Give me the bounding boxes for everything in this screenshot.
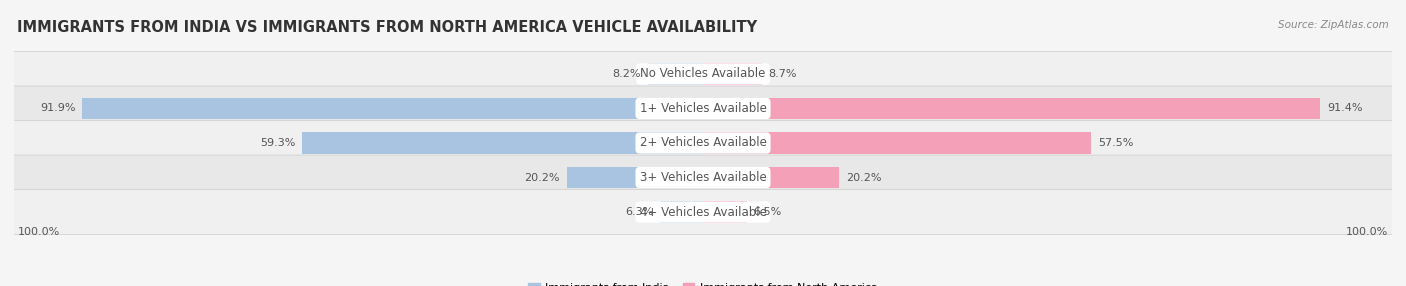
Bar bbox=[703, 132, 1091, 154]
FancyBboxPatch shape bbox=[13, 190, 1393, 235]
Text: 6.3%: 6.3% bbox=[626, 207, 654, 217]
Bar bbox=[567, 167, 703, 188]
FancyBboxPatch shape bbox=[13, 155, 1393, 200]
Text: 100.0%: 100.0% bbox=[17, 227, 59, 237]
Text: 6.5%: 6.5% bbox=[754, 207, 782, 217]
Text: 3+ Vehicles Available: 3+ Vehicles Available bbox=[640, 171, 766, 184]
Text: 8.7%: 8.7% bbox=[769, 69, 797, 79]
FancyBboxPatch shape bbox=[13, 121, 1393, 165]
Text: 100.0%: 100.0% bbox=[1347, 227, 1389, 237]
Bar bbox=[703, 201, 747, 223]
Text: 91.9%: 91.9% bbox=[39, 104, 76, 114]
Bar bbox=[703, 63, 762, 85]
Text: 20.2%: 20.2% bbox=[524, 172, 560, 182]
Text: 20.2%: 20.2% bbox=[846, 172, 882, 182]
Bar bbox=[83, 98, 703, 119]
Bar bbox=[661, 201, 703, 223]
FancyBboxPatch shape bbox=[13, 51, 1393, 96]
Text: IMMIGRANTS FROM INDIA VS IMMIGRANTS FROM NORTH AMERICA VEHICLE AVAILABILITY: IMMIGRANTS FROM INDIA VS IMMIGRANTS FROM… bbox=[17, 20, 756, 35]
Legend: Immigrants from India, Immigrants from North America: Immigrants from India, Immigrants from N… bbox=[529, 283, 877, 286]
Text: 1+ Vehicles Available: 1+ Vehicles Available bbox=[640, 102, 766, 115]
Text: 2+ Vehicles Available: 2+ Vehicles Available bbox=[640, 136, 766, 150]
Text: 4+ Vehicles Available: 4+ Vehicles Available bbox=[640, 206, 766, 219]
Bar bbox=[703, 98, 1320, 119]
Bar bbox=[703, 167, 839, 188]
Text: No Vehicles Available: No Vehicles Available bbox=[640, 67, 766, 80]
Text: 91.4%: 91.4% bbox=[1327, 104, 1362, 114]
Bar bbox=[648, 63, 703, 85]
Bar bbox=[302, 132, 703, 154]
FancyBboxPatch shape bbox=[13, 86, 1393, 131]
Text: 57.5%: 57.5% bbox=[1098, 138, 1133, 148]
Text: Source: ZipAtlas.com: Source: ZipAtlas.com bbox=[1278, 20, 1389, 30]
Text: 8.2%: 8.2% bbox=[613, 69, 641, 79]
Text: 59.3%: 59.3% bbox=[260, 138, 295, 148]
